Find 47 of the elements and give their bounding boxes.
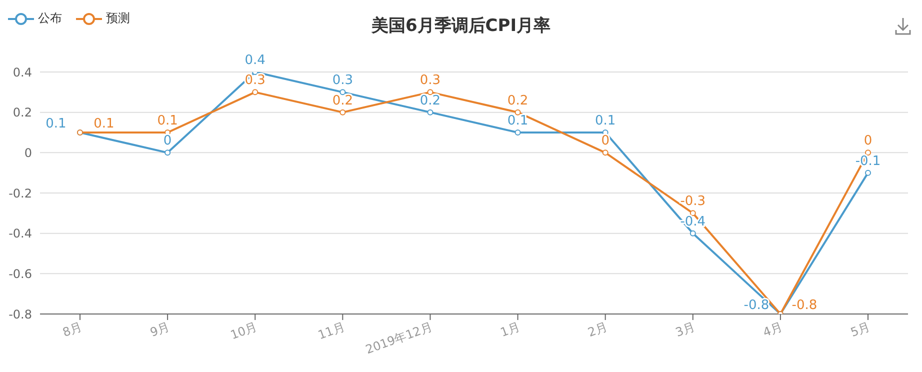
x-tick-label: 3月 [674,320,697,340]
y-tick-label: -0.8 [8,307,32,322]
y-tick-label: -0.6 [8,266,32,281]
x-tick-label: 2月 [586,320,610,340]
data-label: 0.4 [244,53,266,68]
data-label: 0.1 [594,114,616,128]
x-tick-label: 1月 [498,320,522,340]
data-label: 0 [163,134,172,149]
chart-title: 美国6月季调后CPI月率 [371,16,551,36]
legend-label: 预测 [105,10,130,27]
y-tick-label: 0 [24,146,32,160]
point [514,109,521,116]
x-tick-label: 2019年12月 [364,320,434,357]
data-label: 0.1 [157,114,178,128]
data-label: 0.2 [507,93,528,108]
data-label: 0.3 [420,73,441,88]
point [252,89,258,96]
x-tick-label: 8月 [60,320,84,340]
data-label: 0.2 [420,93,441,108]
data-label: 0.3 [244,73,266,88]
data-label: 0.2 [332,93,354,108]
y-tick-label: 0.2 [12,106,32,120]
y-tick-label: -0.2 [8,186,32,200]
point [514,130,521,136]
data-label: 0.1 [94,116,114,132]
x-tick-label: 10月 [228,320,260,342]
data-label: 0.1 [507,114,528,128]
x-tick-label: 9月 [148,320,172,340]
data-label: 0.1 [46,116,66,132]
data-label: -0.8 [792,298,818,313]
legend-label: 公布 [37,10,62,27]
point [690,230,696,236]
data-label: 0 [864,134,872,149]
data-label: 0.3 [332,73,354,88]
point [602,150,608,156]
y-tick-label: 0.4 [12,65,32,80]
data-label: -0.8 [744,298,770,313]
data-label: 0 [601,134,610,149]
point [427,109,434,116]
point [865,170,871,176]
x-tick-label: 5月 [848,320,872,340]
x-tick-label: 11月 [316,320,347,342]
data-label: -0.3 [680,194,706,210]
point [164,150,171,156]
point [340,109,346,116]
x-tick-label: 4月 [761,320,784,340]
y-tick-label: -0.4 [8,226,32,241]
